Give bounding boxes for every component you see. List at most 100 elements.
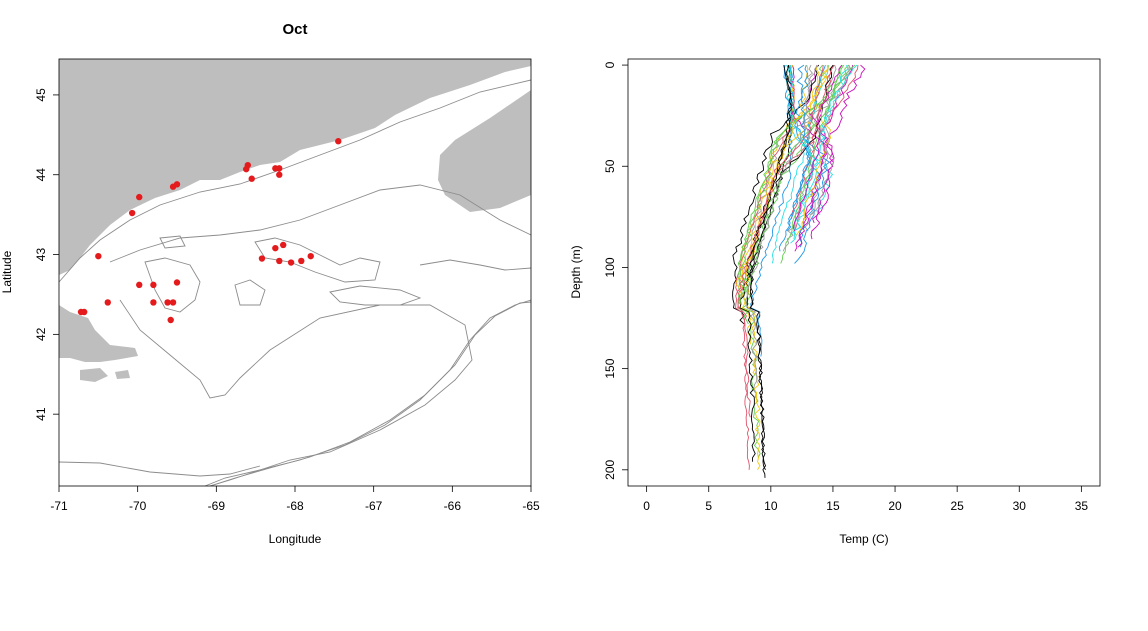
profile-y-tick-label: 50	[603, 159, 617, 173]
profile-x-tick-label: 30	[1013, 499, 1027, 513]
contour-wilkinson-basin	[144, 257, 201, 313]
land-nova-scotia	[438, 90, 531, 212]
profile-plot-area	[732, 64, 866, 478]
temperature-profile-line	[778, 64, 811, 252]
contour-inner-basin	[109, 184, 531, 263]
land-cape-cod	[59, 305, 138, 362]
map-y-tick-label: 44	[34, 168, 48, 182]
temperature-profile-line	[780, 64, 843, 264]
map-x-axis-label: Longitude	[269, 532, 322, 546]
profile-panel: 0 5 10 15 20 25 30 35 0 50 100 150 200 Temp (C) Dep…	[569, 58, 1101, 546]
temperature-profile-line	[794, 64, 835, 232]
map-points	[77, 138, 342, 324]
temperature-profile-line	[750, 65, 793, 357]
contour-small-1	[234, 279, 266, 306]
station-point	[287, 259, 295, 266]
station-point	[95, 252, 102, 260]
station-point	[167, 316, 174, 324]
temperature-profile-line	[736, 65, 824, 418]
contour-jordan-basin	[254, 237, 381, 283]
map-y-tick-label: 42	[34, 327, 48, 341]
map-plot-area	[59, 59, 531, 486]
station-point	[150, 281, 157, 289]
station-point	[276, 171, 283, 178]
profile-y-axis-label: Depth (m)	[569, 245, 583, 298]
station-point	[272, 165, 279, 172]
profile-x-tick-label: 0	[643, 499, 650, 513]
station-point	[128, 209, 136, 217]
station-point	[298, 257, 305, 265]
station-point	[150, 299, 157, 306]
map-y-axis-label: Latitude	[0, 250, 14, 293]
temperature-profile-line	[797, 65, 854, 248]
map-y-axis: 41 42 43 44 45	[34, 88, 59, 421]
temperature-profile-line	[737, 64, 845, 325]
profile-frame	[627, 58, 1101, 487]
station-point	[258, 255, 266, 262]
profile-x-tick-label: 20	[888, 499, 902, 513]
temperature-profile-line	[739, 64, 856, 305]
station-point	[136, 281, 143, 289]
map-x-tick-label: -70	[129, 499, 147, 513]
temperature-profile-line	[749, 65, 792, 478]
map-x-tick-label: -65	[522, 499, 540, 513]
station-point	[280, 241, 287, 249]
station-point	[276, 257, 283, 265]
temperature-profile-line	[810, 64, 866, 240]
contour-shelf-break-2	[209, 301, 531, 486]
map-x-axis: -71 -70 -69 -68 -67 -66 -65	[50, 486, 540, 513]
temperature-profile-line	[741, 64, 826, 458]
contour-georges-bank	[119, 299, 473, 486]
map-x-tick-label: -71	[50, 499, 68, 513]
station-point	[164, 299, 171, 306]
profile-x-tick-label: 35	[1075, 499, 1089, 513]
contour-small-2	[159, 235, 186, 249]
profile-y-axis: 0 50 100 150 200	[603, 61, 628, 480]
profile-x-tick-label: 15	[826, 499, 840, 513]
temperature-profile-line	[739, 64, 834, 462]
station-point	[243, 165, 250, 173]
map-title: Oct	[282, 21, 307, 38]
profile-x-tick-label: 5	[705, 499, 712, 513]
profile-x-axis: 0 5 10 15 20 25 30 35	[643, 486, 1088, 513]
station-point	[173, 181, 181, 188]
profile-x-axis-label: Temp (C)	[839, 532, 888, 546]
land-islands	[80, 368, 130, 382]
contour-georges-basin	[329, 285, 422, 306]
map-x-tick-label: -69	[208, 499, 226, 513]
temperature-profile-line	[796, 65, 832, 236]
map-x-tick-label: -68	[286, 499, 304, 513]
station-point	[104, 299, 111, 306]
station-point	[80, 308, 88, 316]
station-point	[169, 299, 177, 306]
station-point	[307, 252, 314, 260]
temperature-profile-line	[745, 64, 814, 394]
profile-y-tick-label: 200	[603, 459, 617, 479]
profile-y-tick-label: 0	[603, 61, 617, 68]
temperature-profile-line	[792, 64, 843, 232]
station-point	[248, 175, 255, 182]
temperature-profile-line	[744, 65, 809, 471]
map-y-tick-label: 45	[34, 88, 48, 102]
profile-y-tick-label: 150	[603, 358, 617, 378]
contour-shelf-break	[204, 299, 531, 486]
map-x-tick-label: -66	[444, 499, 462, 513]
map-panel: Oct	[0, 21, 540, 546]
contour-ne-bank	[419, 259, 531, 271]
profile-y-tick-label: 100	[603, 257, 617, 277]
station-point	[272, 244, 279, 252]
station-point	[173, 279, 181, 286]
contour-shelf-outer	[59, 79, 531, 283]
contour-slope	[59, 461, 261, 477]
land-masses	[59, 59, 531, 382]
temperature-profile-line	[810, 65, 850, 216]
land-maine-nova-scotia	[59, 59, 531, 275]
station-point	[136, 193, 143, 201]
profile-x-tick-label: 25	[950, 499, 964, 513]
temperature-profile-line	[786, 64, 826, 232]
temperature-profile-line	[791, 65, 859, 219]
profile-lines	[732, 64, 866, 478]
map-y-tick-label: 41	[34, 407, 48, 421]
station-point	[335, 138, 342, 145]
